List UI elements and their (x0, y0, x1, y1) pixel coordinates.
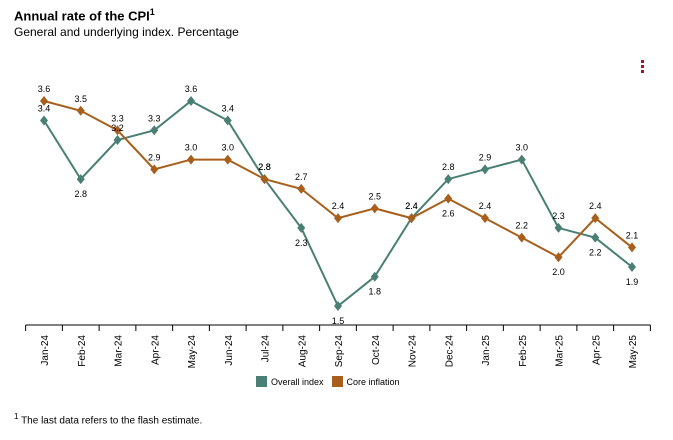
marker-core (40, 96, 48, 106)
footnote: 1 The last data refers to the flash esti… (14, 412, 203, 427)
data-label-core: 2.0 (552, 267, 565, 277)
x-tick-label: Nov-24 (408, 335, 419, 368)
x-tick-label: Mar-25 (555, 335, 566, 367)
marker-core (150, 164, 159, 175)
data-label-core: 3.3 (111, 113, 124, 123)
data-label-core: 2.9 (148, 152, 161, 162)
marker-overall (76, 174, 85, 185)
data-label-overall: 1.8 (368, 287, 381, 297)
data-label-overall: 2.2 (589, 248, 602, 258)
marker-overall (481, 164, 489, 175)
marker-core (517, 232, 526, 243)
data-label-core: 2.6 (442, 209, 455, 219)
data-label-core: 2.4 (589, 201, 602, 211)
x-tick-label: Jan-24 (40, 335, 51, 366)
marker-core (554, 252, 563, 263)
data-label-overall: 3.6 (185, 84, 198, 94)
data-label-overall: 1.9 (626, 277, 639, 287)
x-tick-label: Jan-25 (481, 335, 492, 366)
data-label-core: 2.1 (626, 230, 639, 240)
marker-overall (334, 301, 342, 311)
marker-core (187, 154, 195, 165)
legend-item-overall[interactable]: Overall index (256, 376, 324, 387)
marker-overall (223, 115, 232, 126)
marker-overall (517, 154, 526, 165)
data-label-overall: 2.3 (552, 211, 565, 221)
data-label-core: 3.0 (221, 143, 234, 153)
marker-overall (113, 135, 122, 146)
legend-label-core: Core inflation (346, 376, 400, 387)
marker-overall (150, 125, 159, 136)
data-label-core: 3.0 (185, 143, 198, 153)
data-label-core: 2.4 (405, 201, 418, 211)
marker-core (260, 174, 269, 185)
title-footnote-marker: 1 (149, 7, 155, 17)
legend: Overall index Core inflation (256, 376, 408, 387)
data-label-overall: 1.5 (332, 316, 345, 326)
x-tick-label: Mar-24 (114, 335, 125, 367)
legend-label-overall: Overall index (271, 376, 324, 387)
data-label-core: 2.4 (332, 201, 345, 211)
x-tick-label: Aug-24 (297, 335, 308, 368)
x-tick-label: Apr-25 (591, 335, 602, 365)
x-tick-label: Jul-24 (261, 335, 272, 363)
data-label-overall: 3.2 (111, 123, 124, 133)
marker-overall (628, 261, 636, 272)
data-label-overall: 2.9 (479, 152, 492, 162)
data-label-overall: 2.8 (442, 162, 455, 172)
data-label-core: 3.5 (74, 94, 87, 104)
marker-core (297, 183, 306, 194)
marker-core (481, 213, 489, 224)
x-tick-label: Oct-24 (371, 335, 382, 365)
marker-core (76, 105, 85, 116)
x-tick-label: Feb-24 (77, 335, 88, 367)
marker-overall (591, 232, 600, 243)
legend-item-core[interactable]: Core inflation (331, 376, 400, 387)
x-tick-label: Jun-24 (224, 335, 235, 366)
data-label-overall: 3.4 (221, 104, 234, 114)
data-label-core: 3.6 (38, 84, 51, 94)
data-label-core: 2.4 (479, 201, 492, 211)
marker-core (334, 213, 342, 224)
legend-swatch-core (331, 376, 343, 387)
marker-core (370, 203, 379, 214)
data-label-core: 2.7 (295, 172, 308, 182)
marker-core (113, 125, 122, 136)
marker-core (407, 213, 416, 224)
data-label-overall: 2.8 (258, 162, 271, 172)
data-label-overall: 2.8 (74, 189, 87, 199)
series-line-core (43, 100, 633, 259)
data-label-core: 2.2 (515, 221, 528, 231)
marker-core (591, 213, 600, 224)
x-tick-label: May-24 (187, 335, 198, 369)
x-tick-label: Feb-25 (518, 335, 529, 367)
marker-overall (370, 271, 379, 282)
chart-title: Annual rate of the CPI1 (14, 7, 155, 24)
marker-core (223, 154, 232, 165)
x-tick-label: Dec-24 (444, 335, 455, 368)
marker-overall (554, 222, 563, 233)
more-vertical-icon[interactable] (641, 60, 644, 74)
marker-overall (187, 96, 195, 106)
data-label-overall: 3.4 (38, 104, 51, 114)
marker-overall (40, 115, 48, 126)
data-label-core: 2.5 (368, 191, 381, 201)
marker-core (628, 242, 636, 253)
data-label-overall: 2.4 (405, 201, 418, 211)
data-label-core: 2.8 (258, 162, 271, 172)
marker-overall (297, 222, 306, 233)
legend-swatch-overall (256, 376, 267, 387)
data-label-overall: 2.3 (295, 238, 308, 248)
data-label-overall: 3.0 (515, 143, 528, 153)
chart-subtitle: General and underlying index. Percentage (14, 25, 239, 39)
footnote-marker: 1 (14, 412, 19, 421)
data-label-overall: 3.3 (148, 113, 161, 123)
x-tick-label: May-25 (628, 335, 639, 369)
x-tick-label: Sep-24 (334, 335, 345, 368)
marker-overall (444, 174, 453, 185)
marker-core (444, 193, 453, 204)
x-tick-label: Apr-24 (150, 335, 161, 365)
